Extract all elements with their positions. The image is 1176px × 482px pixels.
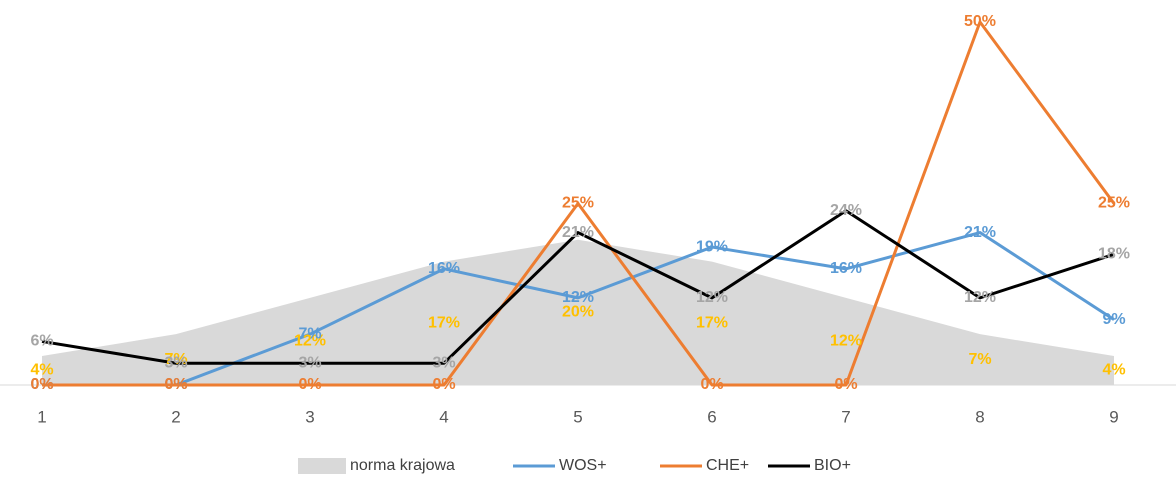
legend-label: norma krajowa [350, 457, 455, 474]
data-label: 0% [432, 376, 455, 393]
x-tick-label: 7 [841, 407, 850, 426]
x-tick-label: 3 [305, 407, 314, 426]
data-label: 4% [30, 362, 53, 379]
data-label: 16% [428, 260, 460, 277]
area [42, 239, 1114, 385]
data-label: 19% [696, 238, 728, 255]
data-label: 18% [1098, 246, 1130, 263]
data-label: 21% [562, 224, 594, 241]
x-tick-label: 4 [439, 407, 448, 426]
x-tick-label: 2 [171, 407, 180, 426]
data-label: 7% [164, 351, 187, 368]
x-tick-label: 1 [37, 407, 46, 426]
legend-label: CHE+ [706, 457, 749, 474]
line [42, 20, 1116, 387]
data-label: 0% [164, 376, 187, 393]
data-label: 7% [298, 325, 321, 342]
data-label: 4% [1102, 362, 1125, 379]
data-label: 3% [164, 354, 187, 371]
data-label: 0% [30, 376, 53, 393]
data-label: 12% [696, 289, 728, 306]
x-tick-label: 6 [707, 407, 716, 426]
data-label: 3% [432, 354, 455, 371]
data-label: 7% [968, 351, 991, 368]
data-label: 0% [834, 376, 857, 393]
data-label: 24% [830, 202, 862, 219]
data-label: 0% [30, 376, 53, 393]
data-label: 25% [1098, 195, 1130, 212]
data-label: 17% [428, 315, 460, 332]
legend-swatch [298, 458, 346, 474]
data-label: 3% [298, 354, 321, 371]
data-label: 9% [1102, 311, 1125, 328]
data-label: 12% [964, 289, 996, 306]
line [42, 231, 1115, 387]
x-tick-label: 5 [573, 407, 582, 426]
x-tick-label: 9 [1109, 407, 1118, 426]
data-label: 16% [830, 260, 862, 277]
data-label: 20% [562, 304, 594, 321]
x-tick-label: 8 [975, 407, 984, 426]
legend-label: WOS+ [559, 457, 607, 474]
data-label: 6% [30, 333, 53, 350]
data-label: 17% [696, 315, 728, 332]
data-label: 25% [562, 195, 594, 212]
data-label: 50% [964, 13, 996, 30]
data-label: 0% [164, 376, 187, 393]
line [41, 209, 1115, 365]
data-label: 0% [700, 376, 723, 393]
legend-label: BIO+ [814, 457, 851, 474]
data-label: 21% [964, 224, 996, 241]
data-label: 12% [294, 333, 326, 350]
data-label: 12% [830, 333, 862, 350]
data-label: 0% [298, 376, 321, 393]
data-label: 12% [562, 289, 594, 306]
